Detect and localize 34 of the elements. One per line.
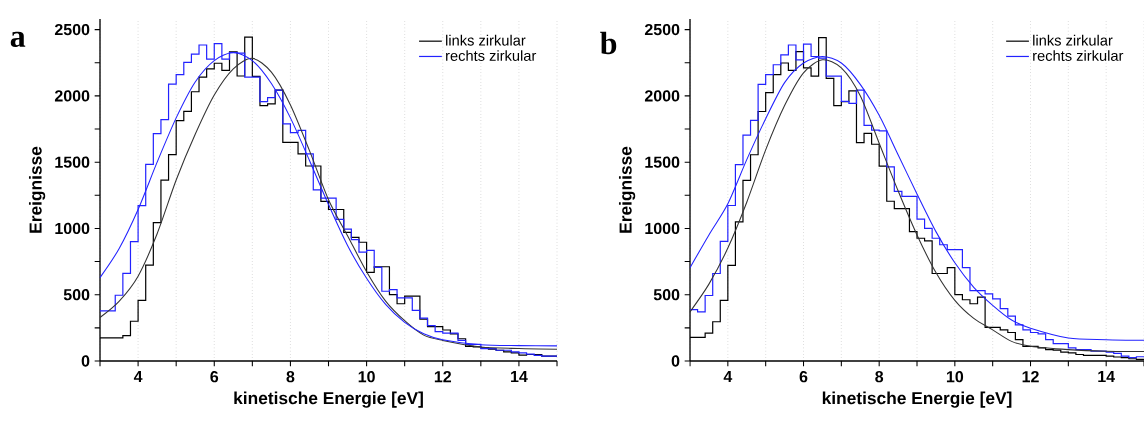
legend-label: rechts zirkular (1033, 50, 1124, 61)
y-tick-label: 500 (63, 289, 90, 301)
x-tick-label: 10 (946, 371, 964, 383)
x-tick-label: 14 (511, 371, 528, 383)
y-tick-label: 1500 (645, 156, 680, 168)
y-tick-label: 500 (653, 289, 680, 301)
x-tick-label: 12 (1022, 371, 1039, 383)
y-tick-label: 2500 (54, 23, 90, 36)
x-tick-label: 4 (133, 371, 143, 383)
x-tick-label: 6 (799, 371, 808, 383)
y-tick-label: 1500 (55, 156, 90, 168)
chart-title: a (10, 31, 26, 48)
x-tick-label: 12 (434, 371, 452, 383)
y-tick-label: 2500 (644, 23, 680, 36)
x-tick-label: 10 (358, 371, 375, 383)
y-tick-label: 0 (81, 355, 90, 367)
legend-label: rechts zirkular (446, 50, 537, 61)
y-tick-label: 1000 (645, 222, 680, 235)
y-tick-label: 2000 (644, 90, 680, 102)
legend-label: links zirkular (1033, 34, 1113, 46)
x-axis-title: kinetische Energie [eV] (234, 391, 423, 408)
legend-label: links zirkular (446, 34, 526, 46)
x-axis-title: kinetische Energie [eV] (822, 391, 1012, 408)
y-tick-label: 1000 (55, 222, 90, 235)
x-tick-label: 8 (875, 371, 884, 383)
y-axis-title: Ereignisse (618, 146, 636, 233)
y-axis-title: Ereignisse (28, 146, 46, 233)
x-tick-label: 6 (210, 371, 219, 383)
x-tick-label: 8 (286, 371, 295, 383)
y-tick-label: 2000 (54, 90, 90, 102)
chart-title: b (600, 31, 617, 55)
x-tick-label: 4 (723, 371, 733, 383)
x-tick-label: 14 (1098, 371, 1115, 383)
y-tick-label: 0 (671, 355, 680, 367)
